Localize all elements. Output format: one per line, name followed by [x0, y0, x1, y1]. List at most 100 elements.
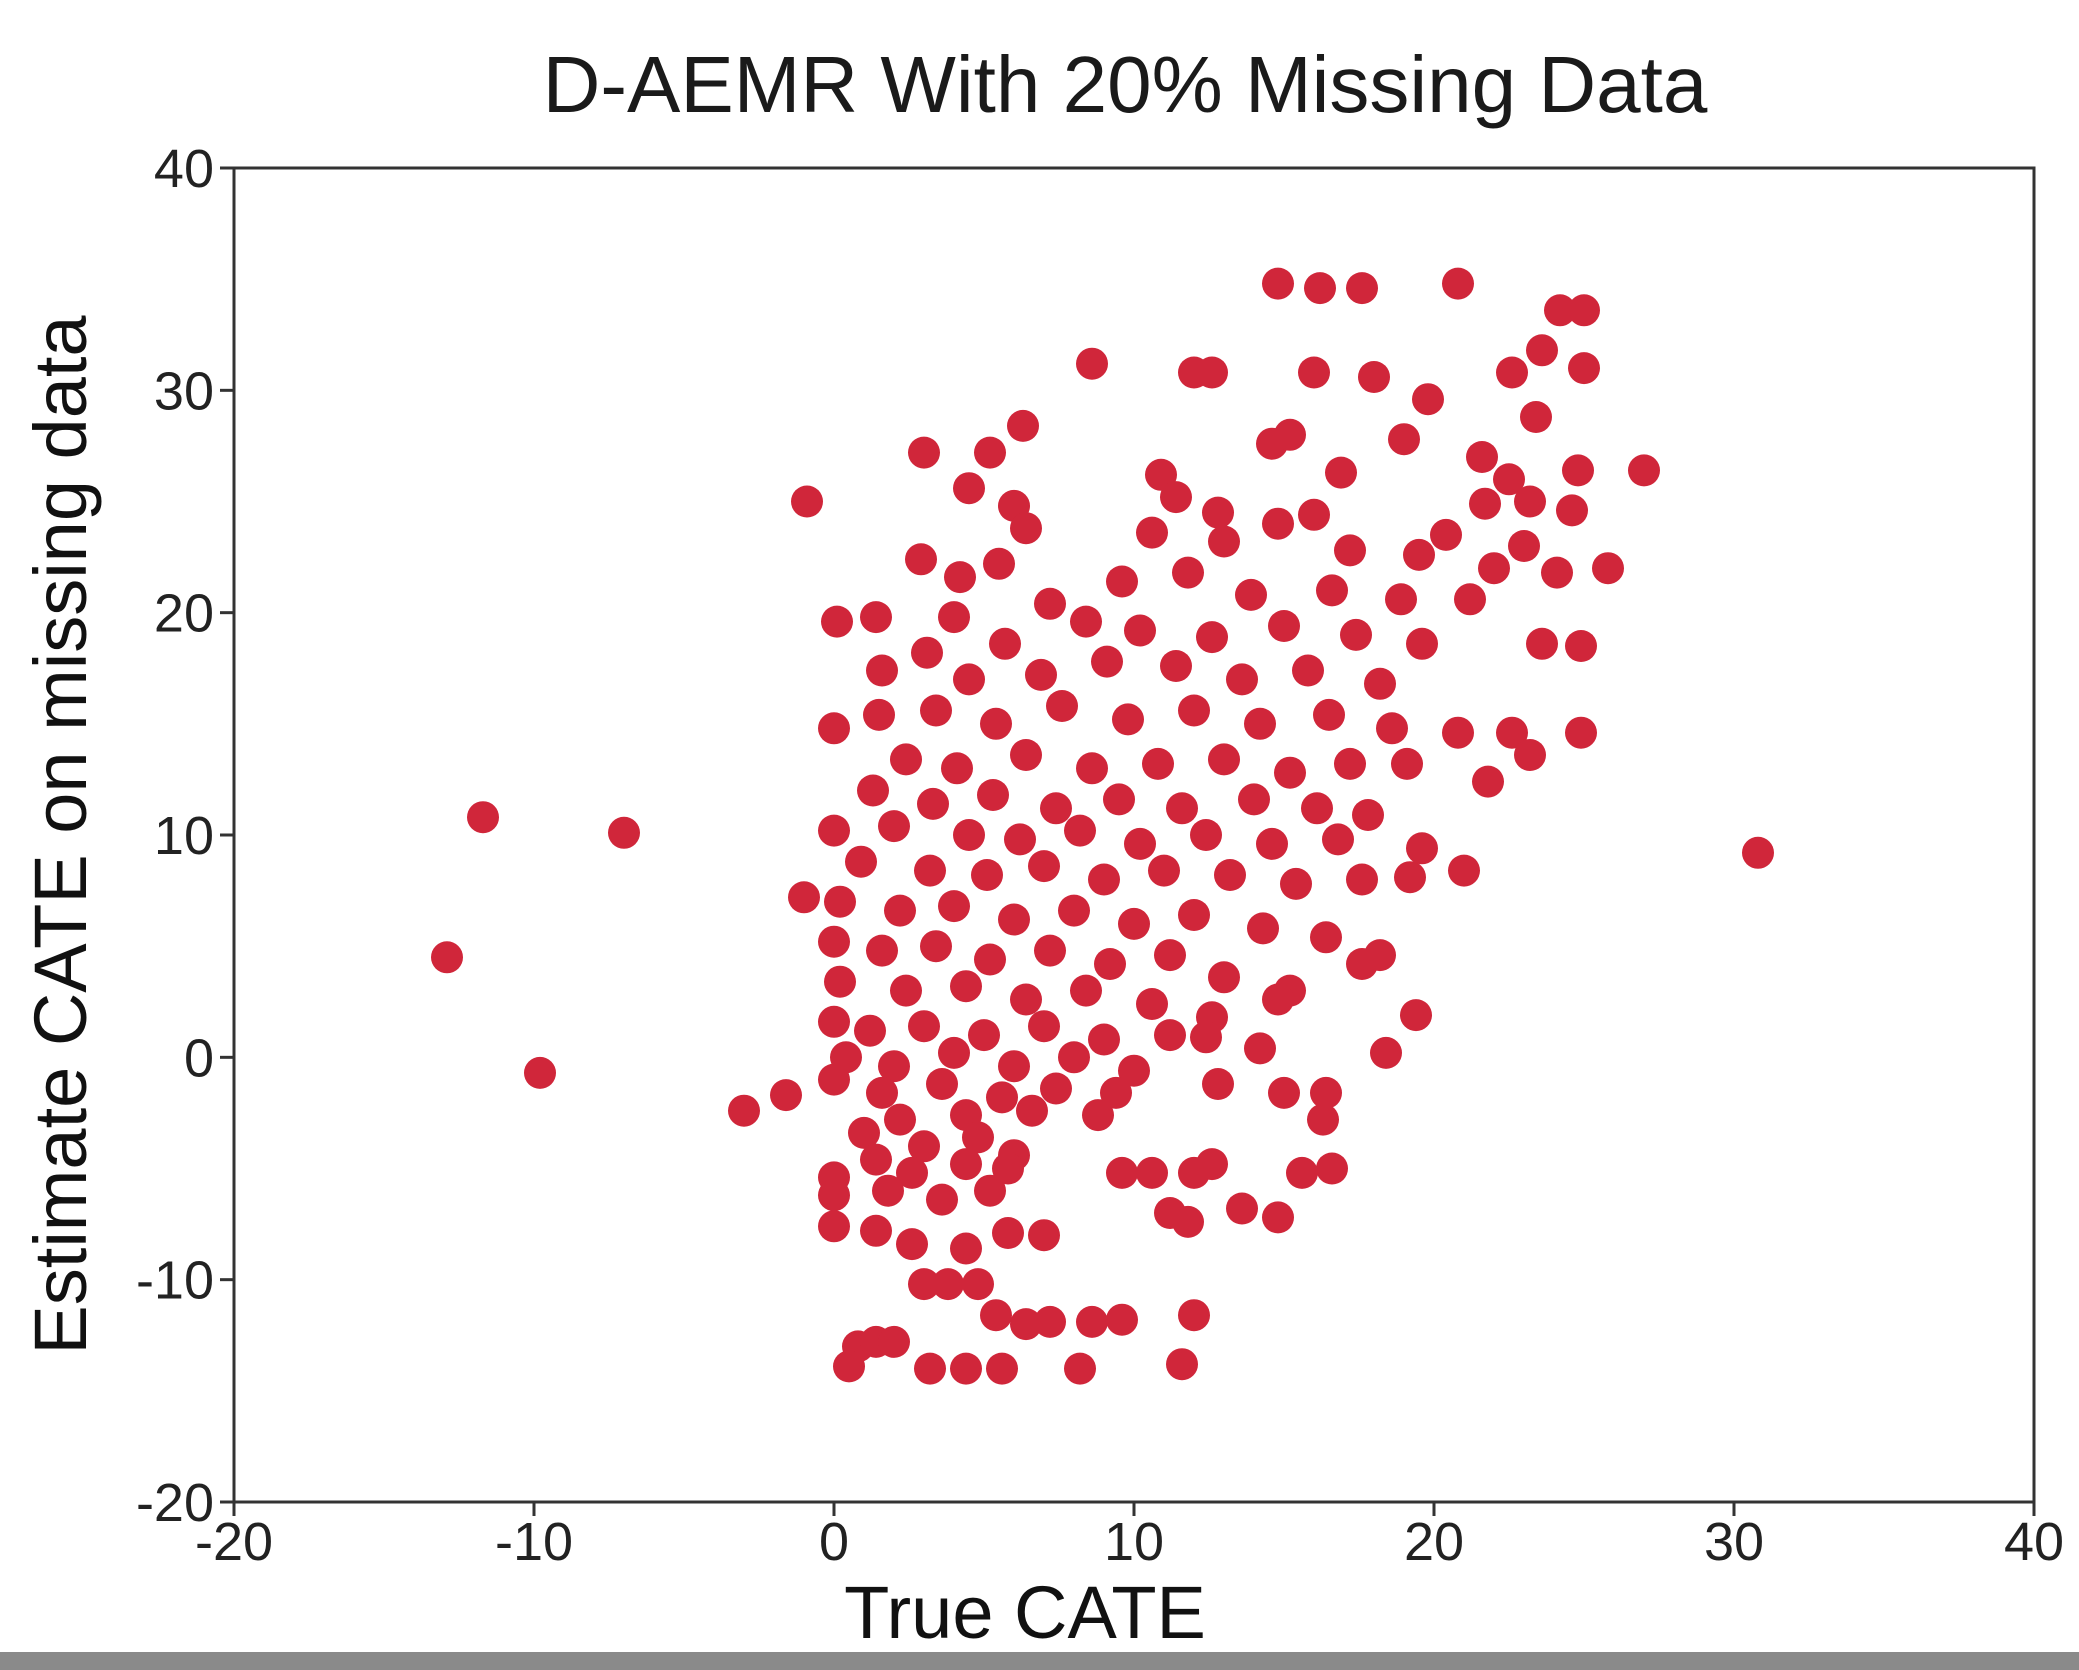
- data-point: [1124, 614, 1156, 647]
- data-point: [950, 1232, 982, 1265]
- data-point: [818, 712, 850, 745]
- data-point: [1592, 552, 1624, 585]
- data-point: [1514, 739, 1546, 771]
- data-point: [1106, 1156, 1138, 1189]
- data-point: [980, 1299, 1012, 1332]
- data-point: [1040, 792, 1072, 825]
- data-point: [848, 1116, 880, 1149]
- data-point: [932, 1268, 964, 1301]
- x-tick-label: 10: [1104, 1512, 1164, 1572]
- data-point: [938, 601, 970, 634]
- data-point: [1064, 1352, 1096, 1385]
- data-point: [1040, 1072, 1072, 1105]
- data-point: [962, 1121, 994, 1154]
- data-point: [1010, 983, 1042, 1016]
- data-point: [1568, 294, 1600, 327]
- data-point: [890, 974, 922, 1007]
- data-point: [818, 1005, 850, 1038]
- data-point: [1190, 819, 1222, 851]
- data-point: [953, 819, 985, 851]
- data-point: [1136, 516, 1168, 549]
- data-point: [1286, 1156, 1318, 1189]
- data-point: [1346, 272, 1378, 305]
- data-point: [788, 881, 820, 914]
- data-point: [1562, 454, 1594, 487]
- data-point: [1076, 1305, 1108, 1338]
- data-point: [1046, 690, 1078, 722]
- data-point: [953, 472, 985, 505]
- data-point: [1226, 663, 1258, 696]
- data-point: [1196, 621, 1228, 654]
- data-point: [884, 894, 916, 927]
- data-point: [1310, 1076, 1342, 1109]
- data-point: [1238, 783, 1270, 816]
- data-point: [860, 1214, 892, 1247]
- data-point: [1385, 583, 1417, 616]
- data-point: [1082, 1099, 1114, 1132]
- window-bottom-edge: [0, 1652, 2079, 1670]
- x-tick-label: -10: [495, 1512, 573, 1572]
- data-point: [1172, 1205, 1204, 1238]
- data-point: [1112, 703, 1144, 736]
- data-point: [818, 814, 850, 847]
- data-point: [1448, 854, 1480, 887]
- data-point: [1088, 1023, 1120, 1056]
- data-point: [974, 436, 1006, 469]
- data-point: [824, 965, 856, 998]
- data-point: [1100, 1076, 1132, 1109]
- data-point: [1544, 294, 1576, 327]
- data-point: [1442, 267, 1474, 300]
- y-axis-label: Estimate CATE on missing data: [19, 315, 102, 1355]
- data-point: [791, 485, 823, 518]
- data-point: [896, 1228, 928, 1261]
- data-point: [1364, 667, 1396, 700]
- data-point: [1526, 627, 1558, 660]
- data-point: [1070, 974, 1102, 1007]
- data-point: [1628, 454, 1660, 487]
- data-point: [914, 1352, 946, 1385]
- data-point: [1202, 496, 1234, 529]
- data-point: [1004, 823, 1036, 856]
- data-point: [1358, 361, 1390, 393]
- data-point: [1334, 747, 1366, 780]
- data-point: [1565, 716, 1597, 749]
- data-point: [608, 816, 640, 849]
- data-point: [1403, 538, 1435, 571]
- data-point: [1025, 658, 1057, 691]
- data-point: [1274, 756, 1306, 789]
- data-point: [1262, 267, 1294, 300]
- data-point: [1160, 650, 1192, 682]
- data-point: [950, 970, 982, 1003]
- data-point: [920, 930, 952, 963]
- data-point: [1094, 948, 1126, 980]
- data-point: [818, 1063, 850, 1096]
- data-point: [1496, 356, 1528, 389]
- data-point: [1214, 859, 1246, 891]
- data-point: [1514, 485, 1546, 518]
- x-axis-label: True CATE: [844, 1571, 1206, 1654]
- data-point: [1190, 1021, 1222, 1054]
- data-point: [1268, 1076, 1300, 1109]
- data-point: [1541, 556, 1573, 589]
- data-point: [1325, 456, 1357, 489]
- data-point: [1412, 383, 1444, 416]
- data-point: [1208, 961, 1240, 994]
- data-point: [986, 1352, 1018, 1385]
- data-point: [1406, 627, 1438, 660]
- data-point: [1406, 832, 1438, 865]
- data-point: [728, 1094, 760, 1127]
- x-tick-label: 30: [1704, 1512, 1764, 1572]
- data-point: [1280, 867, 1312, 900]
- data-point: [1352, 799, 1384, 831]
- data-point: [1394, 861, 1426, 894]
- data-point: [1301, 792, 1333, 825]
- data-point: [1106, 1303, 1138, 1336]
- data-point: [992, 1152, 1024, 1185]
- data-point: [857, 774, 889, 807]
- data-point: [866, 654, 898, 687]
- x-tick-label: -20: [195, 1512, 273, 1572]
- data-point: [1478, 552, 1510, 585]
- data-point: [878, 1050, 910, 1083]
- data-point: [1172, 556, 1204, 589]
- data-point: [833, 1350, 865, 1383]
